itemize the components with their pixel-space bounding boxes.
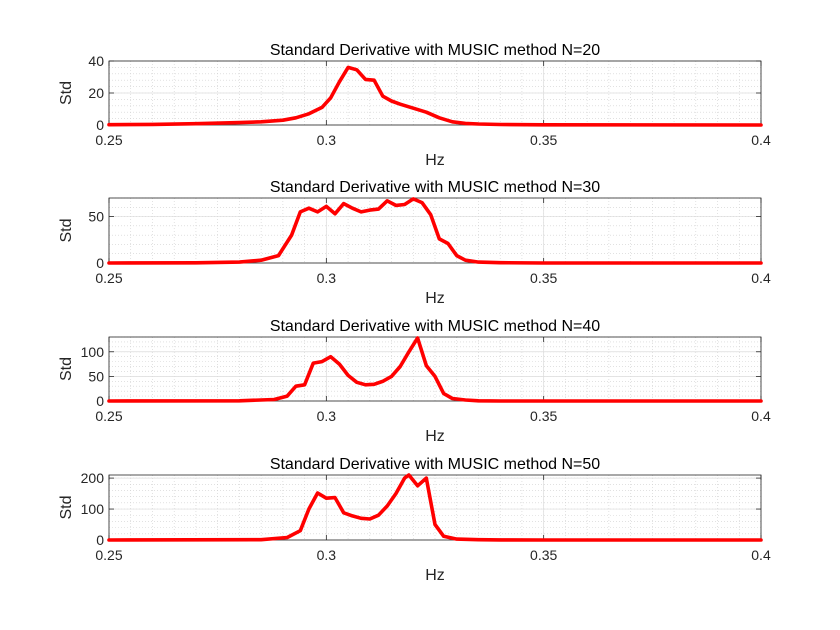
x-tick-label: 0.4 (751, 270, 771, 286)
subplot-3: 0.25 0.3 0.35 0.4 0 50 100 Standard Derivative … (58, 318, 771, 445)
x-tick-label: 0.35 (530, 132, 557, 148)
y-tick-label: 40 (88, 53, 104, 69)
subplot-4: 0.25 0.3 0.35 0.4 0 100 200 Standard Derivative… (58, 456, 771, 584)
x-tick-label: 0.35 (530, 547, 557, 563)
series-line (107, 65, 763, 127)
x-tick-label: 0.25 (95, 408, 122, 424)
y-tick-label: 50 (88, 368, 104, 384)
y-axis-label: Std (58, 495, 75, 519)
x-tick-label: 0.3 (317, 132, 337, 148)
chart-title: Standard Derivative with MUSIC method N=… (270, 179, 600, 196)
chart-title: Standard Derivative with MUSIC method N=… (270, 318, 600, 335)
x-tick-label: 0.35 (530, 270, 557, 286)
axes-box (108, 197, 762, 264)
x-tick-label: 0.4 (751, 408, 771, 424)
x-tick-label: 0.25 (95, 270, 122, 286)
series-line (107, 473, 763, 542)
x-axis-label: Hz (425, 152, 445, 169)
y-tick-label: 20 (88, 85, 104, 101)
x-tick-label: 0.25 (95, 547, 122, 563)
x-tick-label: 0.4 (751, 547, 771, 563)
y-tick-label: 0 (96, 532, 104, 548)
x-tick-label: 0.3 (317, 408, 337, 424)
y-tick-label: 100 (81, 344, 105, 360)
series-line (107, 197, 763, 265)
chart-title: Standard Derivative with MUSIC method N=… (270, 456, 600, 473)
x-tick-label: 0.25 (95, 132, 122, 148)
subplot-1: 0.25 0.3 0.35 0.4 0 20 40 Standard Derivative w… (58, 42, 771, 169)
y-tick-label: 50 (88, 209, 104, 225)
x-tick-label: 0.35 (530, 408, 557, 424)
x-axis-label: Hz (425, 290, 445, 307)
chart-title: Standard Derivative with MUSIC method N=… (270, 42, 600, 59)
series-line (107, 336, 763, 403)
y-axis-label: Std (58, 218, 75, 242)
y-axis-label: Std (58, 81, 75, 105)
axes-box (108, 336, 762, 402)
x-tick-label: 0.4 (751, 132, 771, 148)
x-tick-label: 0.3 (317, 547, 337, 563)
x-axis-label: Hz (425, 428, 445, 445)
axes-box (108, 474, 762, 541)
y-tick-label: 0 (96, 255, 104, 271)
y-axis-label: Std (58, 357, 75, 381)
y-tick-label: 0 (96, 393, 104, 409)
subplot-2: 0.25 0.3 0.35 0.4 0 50 Standard Derivative wit… (58, 179, 771, 307)
y-tick-label: 100 (81, 501, 105, 517)
y-tick-label: 0 (96, 117, 104, 133)
plot-area (109, 337, 761, 401)
x-tick-label: 0.3 (317, 270, 337, 286)
x-axis-label: Hz (425, 567, 445, 584)
y-tick-label: 200 (81, 470, 105, 486)
